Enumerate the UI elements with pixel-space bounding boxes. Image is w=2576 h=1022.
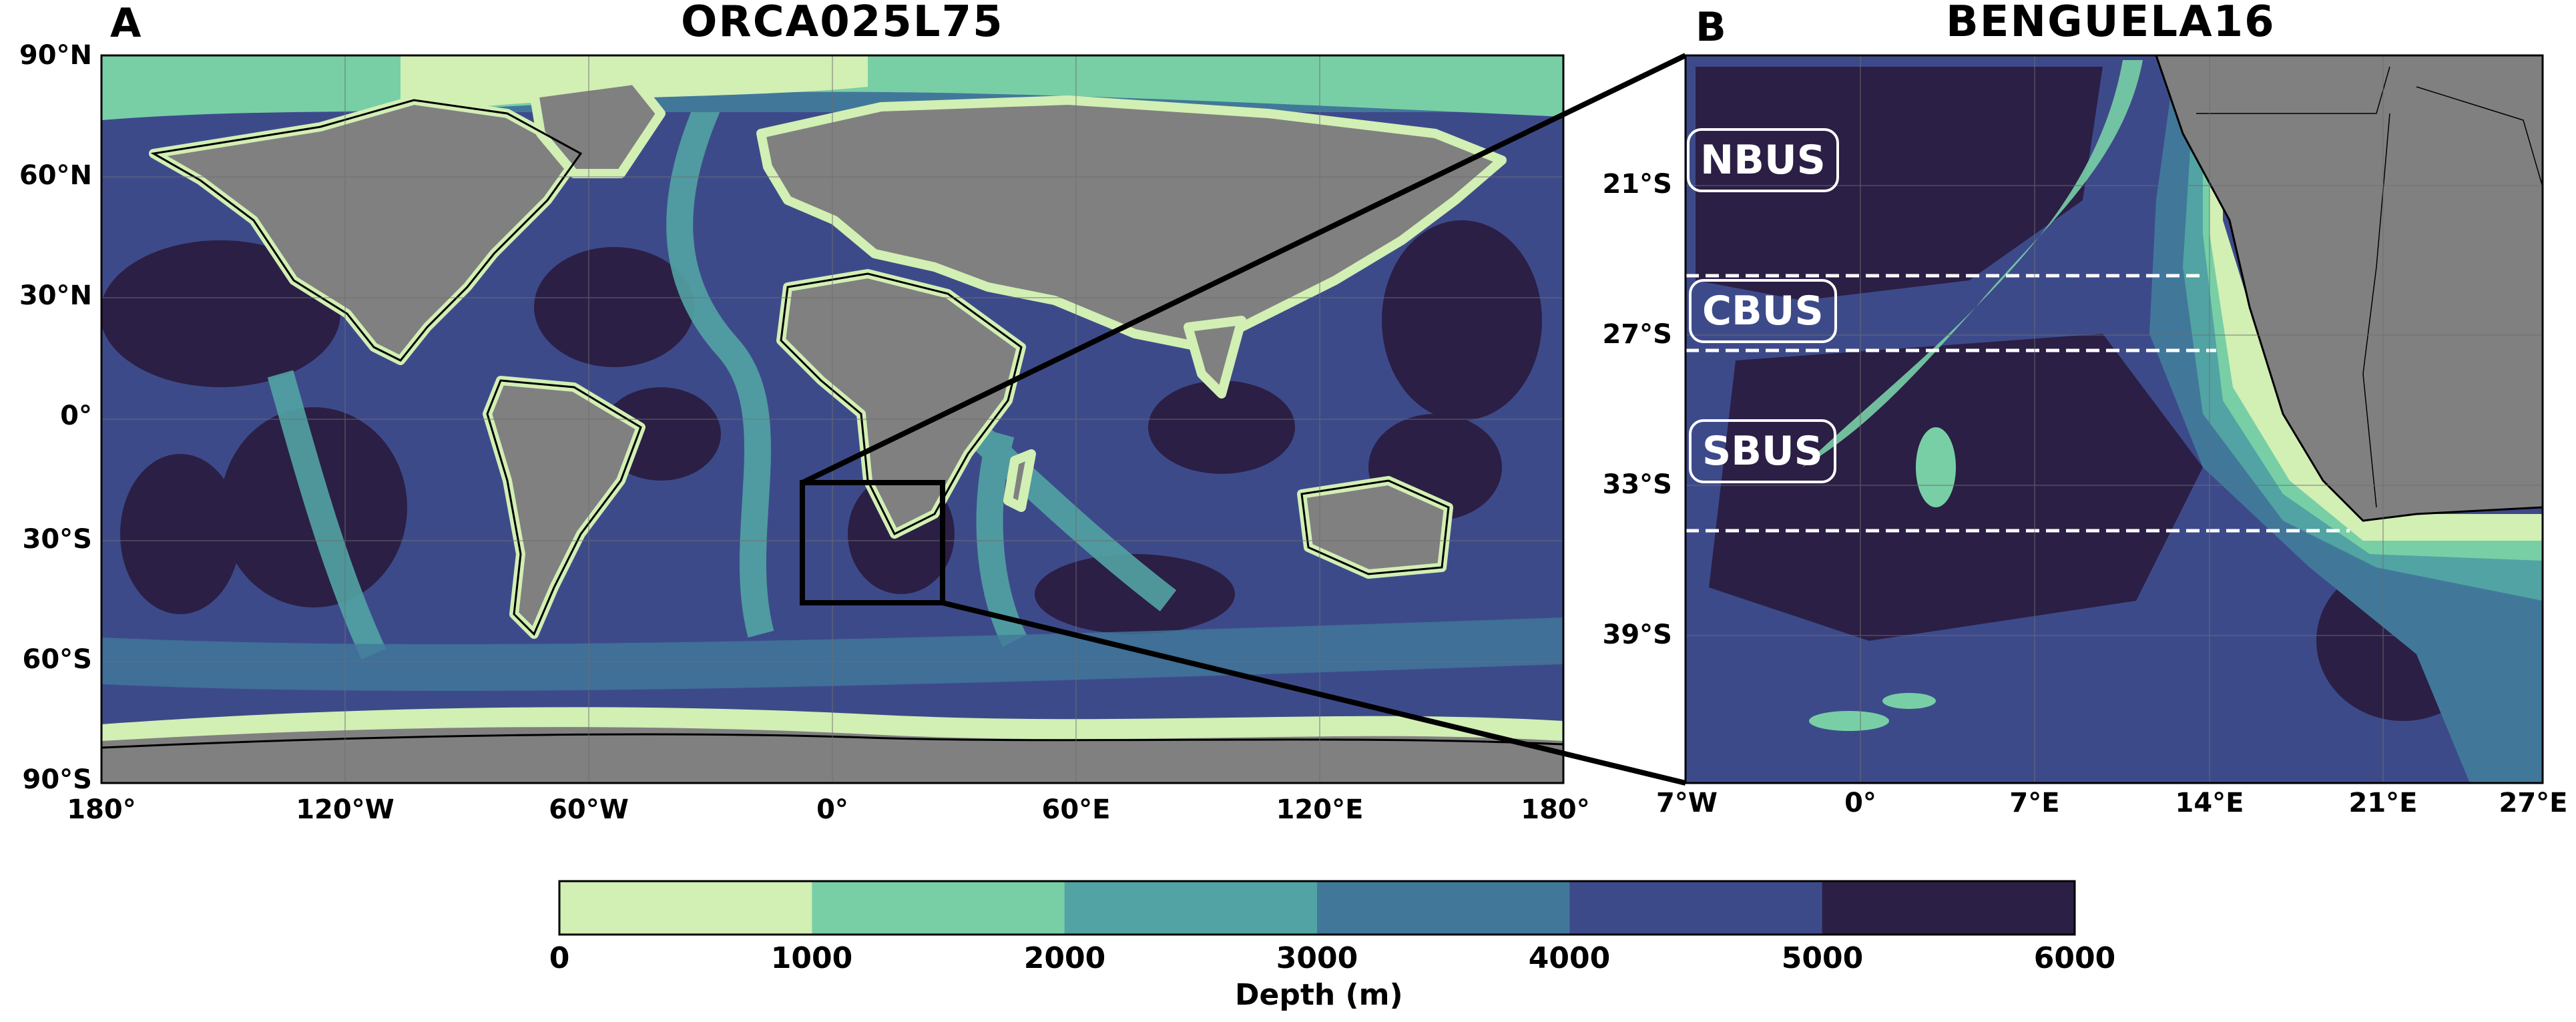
colorbar-tick: 6000: [2033, 941, 2116, 975]
global-map-frame: [100, 54, 1565, 784]
benguela-map: [1686, 55, 2543, 783]
colorbar-tick: 1000: [770, 941, 853, 975]
panel-a-lat-label: 30°S: [22, 524, 92, 555]
region-label-nbus: NBUS: [1687, 128, 1839, 192]
panel-a-lat-label: 0°: [60, 401, 92, 431]
panel-b-lon-label: 0°: [1844, 788, 1876, 818]
panel-a-lat-label: 90°N: [19, 40, 92, 71]
colorbar-tick: 5000: [1781, 941, 1864, 975]
panel-a-lon-label: 120°E: [1276, 794, 1364, 825]
benguela-map-frame: [1684, 54, 2544, 784]
colorbar-swatch: [1569, 881, 1823, 935]
panel-a-lon-label: 60°W: [549, 794, 629, 825]
colorbar-tick: 3000: [1276, 941, 1358, 975]
panel-b-title: BENGUELA16: [1946, 0, 2276, 47]
colorbar-label: Depth (m): [1235, 978, 1403, 1012]
panel-b-lon-label: 7°W: [1656, 788, 1718, 818]
panel-a-lon-label: 60°E: [1041, 794, 1111, 825]
panel-b-lon-label: 14°E: [2175, 788, 2244, 818]
colorbar-tick: 4000: [1528, 941, 1611, 975]
panel-a-lat-label: 60°N: [19, 160, 92, 191]
panel-b-lat-label: 21°S: [1602, 169, 1672, 200]
colorbar-swatch: [1064, 881, 1318, 935]
colorbar-swatch: [812, 881, 1065, 935]
colorbar-swatch: [1317, 881, 1570, 935]
region-label-sbus: SBUS: [1689, 419, 1836, 483]
panel-a-letter: A: [110, 0, 142, 47]
panel-b-lon-label: 27°E: [2499, 788, 2568, 818]
panel-b-lat-label: 33°S: [1602, 469, 1672, 500]
colorbar-swatch: [559, 881, 812, 935]
colorbar: [559, 881, 2075, 935]
panel-b-lat-label: 39°S: [1602, 619, 1672, 650]
colorbar-swatch: [1822, 881, 2075, 935]
panel-a-lon-label: 0°: [816, 794, 848, 825]
zoom-line-top: [801, 53, 1687, 485]
benguela-region-box: [800, 480, 945, 605]
colorbar-frame: [558, 880, 2076, 936]
zoom-line-bottom: [942, 600, 1686, 786]
panel-a-lat-label: 30°N: [19, 280, 92, 311]
panel-a-lon-label: 180°: [1521, 794, 1590, 825]
colorbar-tick: 2000: [1023, 941, 1106, 975]
panel-b-lon-label: 21°E: [2348, 788, 2418, 818]
colorbar-tick: 0: [549, 941, 570, 975]
panel-b-letter: B: [1696, 4, 1726, 51]
panel-a-lon-label: 180°: [67, 794, 136, 825]
panel-a-title: ORCA025L75: [681, 0, 1004, 47]
panel-a-lat-label: 60°S: [22, 644, 92, 675]
panel-b-lat-label: 27°S: [1602, 319, 1672, 350]
panel-a-lon-label: 120°W: [296, 794, 395, 825]
region-label-cbus: CBUS: [1689, 279, 1837, 343]
panel-b-lon-label: 7°E: [2009, 788, 2060, 818]
global-map: [101, 55, 1563, 783]
panel-a-lat-label: 90°S: [22, 764, 92, 795]
